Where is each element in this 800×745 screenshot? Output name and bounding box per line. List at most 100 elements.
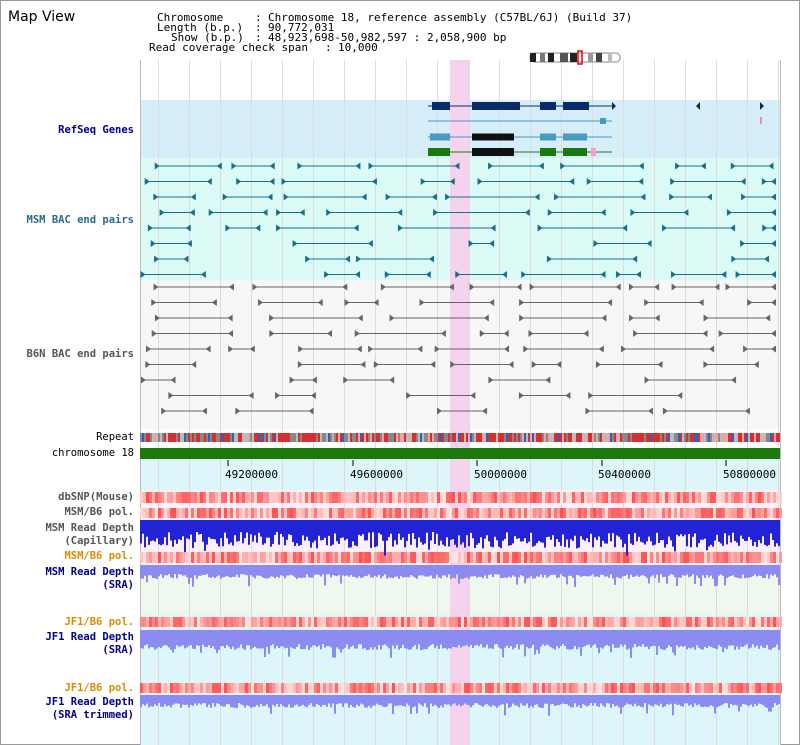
repeat-segment <box>418 433 420 442</box>
msm-b6-pol2-cell <box>272 552 275 563</box>
track-label-msm-depth-cap[interactable]: MSM Read Depth <box>45 522 134 534</box>
msm-b6-pol2-cell <box>623 552 626 563</box>
jf1-b6-pol2-cell <box>299 683 302 693</box>
gene-exon <box>600 118 606 124</box>
track-label-msm-bac[interactable]: MSM BAC end pairs <box>26 214 134 226</box>
jf1-sra-depth-bar <box>520 630 522 645</box>
track-label-jf1-depth-trim[interactable]: JF1 Read Depth <box>45 696 134 708</box>
jf1-sra-depth-bar <box>478 630 480 647</box>
track-label-dbsnp[interactable]: dbSNP(Mouse) <box>58 491 134 503</box>
jf1-b6-pol-cell <box>662 617 665 627</box>
track-label-msm-b6-pol-2[interactable]: MSM/B6 pol. <box>64 550 134 562</box>
track-label-refseq[interactable]: RefSeq Genes <box>58 124 134 136</box>
jf1-sra-depth-bar <box>608 630 610 646</box>
bac-end <box>434 345 440 353</box>
jf1-b6-pol2-cell <box>473 683 476 693</box>
repeat-segment <box>634 433 636 442</box>
jf1-sra-depth-bar <box>720 630 722 647</box>
msm-b6-pol2-cell <box>203 552 206 563</box>
jf1-trim-depth-bar <box>152 695 154 707</box>
msm-b6-pol-cell <box>338 508 341 518</box>
track-label-chromosome[interactable]: chromosome 18 <box>51 447 134 459</box>
msm-b6-pol-cell <box>140 508 143 518</box>
msm-sra-depth-bar <box>628 565 630 579</box>
chromosome-ideogram[interactable] <box>529 50 621 65</box>
jf1-b6-pol-cell <box>446 617 449 627</box>
dbsnp-cell <box>140 492 143 503</box>
msm-depth-bar <box>442 520 444 545</box>
repeat-segment <box>400 433 402 442</box>
dbsnp-cell <box>602 492 605 503</box>
jf1-sra-depth-bar <box>690 630 692 649</box>
track-label-b6n-bac[interactable]: B6N BAC end pairs <box>26 348 134 360</box>
bac-end <box>508 361 514 368</box>
bac-end <box>153 193 159 201</box>
msm-b6-pol2-cell <box>695 552 698 563</box>
msm-sra-depth-bar <box>518 565 520 578</box>
dbsnp-cell <box>395 492 398 503</box>
msm-b6-pol2-cell <box>317 552 320 563</box>
msm-sra-depth-bar <box>172 565 174 579</box>
msm-b6-pol2-cell <box>338 552 341 563</box>
jf1-sra-depth-bar <box>206 630 208 648</box>
jf1-b6-pol-cell <box>257 617 260 627</box>
dbsnp-cell <box>632 492 635 503</box>
bac-end <box>275 392 281 399</box>
dbsnp-cell <box>692 492 695 503</box>
msm-sra-depth-bar <box>240 565 242 575</box>
msm-b6-pol2-cell <box>230 552 233 563</box>
track-label-jf1-b6-pol-2[interactable]: JF1/B6 pol. <box>64 682 134 694</box>
repeat-segment <box>388 433 390 442</box>
msm-b6-pol-cell <box>650 508 653 518</box>
jf1-trim-depth-bar <box>412 695 414 708</box>
jf1-b6-pol-cell <box>755 617 758 627</box>
msm-depth-bar <box>160 520 162 546</box>
jf1-b6-pol-cell <box>554 617 557 627</box>
repeat-segment <box>408 433 410 442</box>
dbsnp-cell <box>170 492 173 503</box>
repeat-segment <box>524 433 526 442</box>
bac-end <box>644 376 650 384</box>
msm-depth-bar <box>290 520 292 536</box>
track-label-jf1-b6-pol-1[interactable]: JF1/B6 pol. <box>64 616 134 628</box>
jf1-sra-depth-bar <box>602 630 604 649</box>
repeat-segment <box>540 433 542 442</box>
msm-sra-depth-bar <box>550 565 552 575</box>
jf1-b6-pol-cell <box>461 617 464 627</box>
track-label-msm-depth-sra[interactable]: MSM Read Depth <box>45 566 134 578</box>
dbsnp-cell <box>143 492 146 503</box>
jf1-b6-pol-cell <box>314 617 317 627</box>
msm-depth-bar <box>704 520 706 539</box>
track-label-repeat[interactable]: Repeat <box>96 431 134 443</box>
dbsnp-cell <box>302 492 305 503</box>
jf1-sra-depth-bar <box>216 630 218 654</box>
jf1-sra-depth-bar <box>268 630 270 654</box>
bac-end <box>709 345 715 353</box>
track-label-msm-b6-pol-1[interactable]: MSM/B6 pol. <box>64 506 134 518</box>
jf1-b6-pol2-cell <box>728 683 731 693</box>
jf1-sra-depth-bar <box>580 630 582 656</box>
msm-depth-bar <box>518 520 520 539</box>
jf1-trim-depth-bar <box>190 695 192 705</box>
msm-b6-pol2-cell <box>410 552 413 563</box>
jf1-b6-pol2-cell <box>254 683 257 693</box>
msm-sra-depth-bar <box>458 565 460 584</box>
length-value: 90,772,031 <box>268 21 335 34</box>
repeat-segment <box>672 433 674 442</box>
msm-depth-bar <box>300 520 302 545</box>
msm-b6-pol-cell <box>611 508 614 518</box>
jf1-b6-pol2-cell <box>740 683 743 693</box>
bac-end <box>703 361 709 368</box>
jf1-b6-pol2-cell <box>644 683 647 693</box>
jf1-sra-depth-bar <box>376 630 378 650</box>
msm-depth-bar <box>724 520 726 534</box>
msm-sra-depth-bar <box>186 565 188 578</box>
jf1-sra-depth-bar <box>366 630 368 650</box>
jf1-sra-depth-bar <box>610 630 612 653</box>
msm-sra-depth-bar <box>412 565 414 577</box>
jf1-b6-pol2-cell <box>701 683 704 693</box>
msm-sra-depth-bar <box>596 565 598 577</box>
msm-depth-bar <box>450 520 452 540</box>
track-label-jf1-depth-sra[interactable]: JF1 Read Depth <box>45 631 134 643</box>
